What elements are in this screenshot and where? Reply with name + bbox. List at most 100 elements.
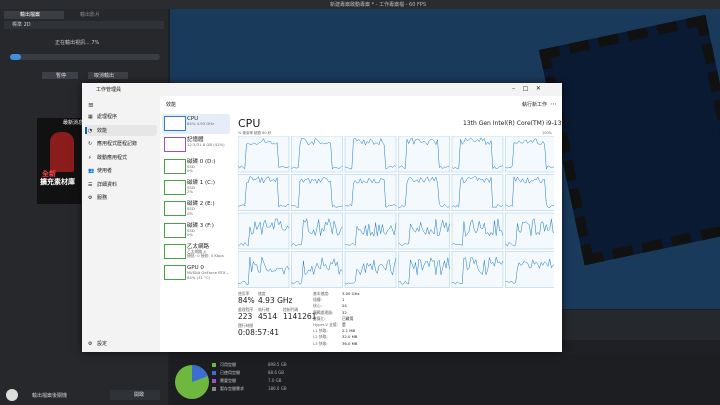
open-button[interactable] bbox=[110, 390, 160, 400]
core-graph-line bbox=[238, 257, 290, 285]
shutdown-toggle[interactable] bbox=[6, 389, 18, 401]
stat-label: 使用率 bbox=[238, 291, 250, 296]
subtab-label[interactable]: 標準 2D bbox=[12, 22, 31, 28]
menu-icon[interactable]: ≡ bbox=[88, 101, 94, 109]
legend-swatch bbox=[212, 371, 216, 375]
ad-line: 全新 bbox=[42, 170, 56, 178]
core-graph-line bbox=[505, 138, 554, 170]
spec-label: 基本速度: bbox=[313, 291, 330, 296]
button[interactable] bbox=[42, 72, 78, 79]
run-task[interactable]: 執行新工作 bbox=[522, 102, 548, 108]
device-thumb[interactable] bbox=[164, 243, 186, 259]
device-name[interactable]: 乙太網路 bbox=[187, 243, 210, 250]
stat-label: 運行時間 bbox=[238, 323, 254, 328]
core-graph-line bbox=[344, 257, 397, 285]
open-label[interactable]: 開啟 bbox=[134, 392, 145, 398]
tab[interactable] bbox=[4, 11, 64, 19]
window-controls[interactable]: – □ ✕ bbox=[512, 85, 541, 92]
device-detail[interactable]: 0% bbox=[187, 168, 194, 174]
cpu-title: CPU bbox=[238, 117, 261, 130]
core-graph-line bbox=[291, 257, 343, 285]
device-thumb[interactable] bbox=[164, 116, 186, 131]
device-thumb[interactable] bbox=[164, 179, 186, 195]
device-detail[interactable]: SSD bbox=[187, 227, 195, 233]
nav-icon[interactable]: ⚡ bbox=[88, 154, 92, 161]
core-graph-line bbox=[505, 258, 554, 285]
nav-label[interactable]: 使用者 bbox=[97, 168, 113, 174]
stat-label: 控制代碼 bbox=[283, 307, 299, 312]
stat-label: 執行緒 bbox=[258, 307, 270, 312]
device-detail[interactable]: 12.5/31.8 GB (41%) bbox=[187, 142, 225, 148]
tab-label[interactable]: 輸出影片 bbox=[80, 12, 101, 18]
device-detail[interactable]: 0% bbox=[187, 210, 194, 216]
legend-swatch bbox=[212, 363, 216, 367]
device-detail[interactable]: NVIDIA GeForce RTX... bbox=[187, 270, 230, 276]
core-graph bbox=[291, 212, 343, 250]
device-name[interactable]: GPU 0 bbox=[187, 265, 204, 272]
button-label[interactable]: 取消輸出 bbox=[94, 73, 115, 79]
device-detail[interactable]: SSD bbox=[187, 163, 195, 169]
nav-label[interactable]: 詳細資料 bbox=[97, 181, 118, 188]
main-pane: 效能 執行新工作 ⋯ CPU 84% 4.93 GHz 記憶體 12.5/31.8 G… bbox=[160, 96, 577, 352]
spec-value: 32.0 MB bbox=[342, 334, 358, 340]
device-thumb[interactable] bbox=[164, 158, 186, 174]
spec-label: 插槽: bbox=[313, 297, 322, 303]
settings-label[interactable]: 設定 bbox=[97, 341, 108, 347]
nav-label[interactable]: 效能 bbox=[97, 127, 108, 134]
device-detail[interactable]: 0% bbox=[187, 232, 194, 237]
device-detail[interactable]: 乙太網路 4 bbox=[187, 248, 206, 254]
spec-label: L3 快取: bbox=[313, 340, 328, 346]
device-detail[interactable]: SSD bbox=[187, 184, 195, 190]
device-name[interactable]: 磁碟 3 (F:) bbox=[187, 222, 214, 229]
device-thumb[interactable] bbox=[164, 222, 186, 238]
nav-icon[interactable]: ▦ bbox=[88, 114, 93, 120]
device-thumb[interactable] bbox=[164, 137, 186, 153]
nav-label[interactable]: 處理程序 bbox=[97, 114, 118, 120]
subtab-bar bbox=[4, 21, 164, 29]
nav-selected[interactable] bbox=[85, 124, 157, 136]
spec-value: 已啟用 bbox=[342, 315, 354, 321]
device-thumb[interactable] bbox=[164, 201, 186, 217]
cpu-model: 13th Gen Intel(R) Core(TM) i9-13900K bbox=[463, 120, 577, 127]
nav-label[interactable]: 應用程式歷程記錄 bbox=[97, 141, 138, 147]
device-detail[interactable]: 傳送: 0 接收: 0 Kbps bbox=[187, 253, 224, 259]
button[interactable] bbox=[88, 72, 128, 79]
device-thumb[interactable] bbox=[164, 265, 186, 281]
graph-max: 100% bbox=[542, 131, 553, 135]
device-name[interactable]: 記憶體 bbox=[187, 137, 204, 144]
nav-label[interactable]: 啟動應用程式 bbox=[97, 154, 128, 161]
shutdown-label: 輸出檔案後關機 bbox=[32, 393, 68, 399]
graph-caption: % 使用率 超過 60 秒 bbox=[238, 131, 272, 135]
core-graph-line bbox=[238, 176, 290, 208]
spec-value: 是 bbox=[342, 322, 346, 327]
core-graph-line bbox=[291, 137, 343, 170]
core-graph-line bbox=[398, 176, 450, 208]
nav-label[interactable]: 服務 bbox=[97, 195, 108, 201]
device-detail[interactable]: 84% 4.93 GHz bbox=[187, 121, 215, 126]
stat-label: 處理程序 bbox=[238, 307, 254, 312]
ad-line: 擴充素材庫 bbox=[40, 178, 75, 186]
legend-label: 已使用空間 bbox=[220, 370, 240, 375]
nav-icon[interactable]: 👥 bbox=[88, 168, 95, 174]
nav-icon[interactable]: ↻ bbox=[88, 141, 93, 147]
device-name[interactable]: 磁碟 2 (E:) bbox=[187, 201, 215, 208]
spec-value: 36.0 MB bbox=[342, 340, 358, 346]
device-name[interactable]: CPU bbox=[187, 116, 199, 122]
core-graph bbox=[238, 251, 290, 288]
core-graph-line bbox=[344, 137, 397, 170]
device-detail[interactable]: 64% (31 °C) bbox=[187, 274, 211, 280]
tab-label[interactable]: 輸出檔案 bbox=[20, 12, 41, 18]
task-manager-window: 工作管理員 – □ ✕ ≡ ⚙ 設定 效能 執行新工作 ⋯ CPU 84% 4.9… bbox=[82, 83, 577, 352]
more-button[interactable]: ⋯ bbox=[550, 100, 557, 108]
nav-icon[interactable]: ⚙ bbox=[88, 195, 93, 201]
button-label[interactable]: 暫停 bbox=[56, 73, 67, 79]
settings-icon[interactable]: ⚙ bbox=[88, 341, 93, 347]
core-graph bbox=[291, 251, 343, 288]
device-name[interactable]: 磁碟 1 (C:) bbox=[187, 179, 215, 186]
device-detail[interactable]: SSD bbox=[187, 206, 195, 212]
device-name[interactable]: 磁碟 0 (D:) bbox=[187, 158, 216, 165]
nav-icon[interactable]: ☰ bbox=[88, 181, 93, 188]
device-detail[interactable]: 2% bbox=[187, 189, 194, 195]
nav-icon[interactable]: ◔ bbox=[88, 127, 93, 134]
